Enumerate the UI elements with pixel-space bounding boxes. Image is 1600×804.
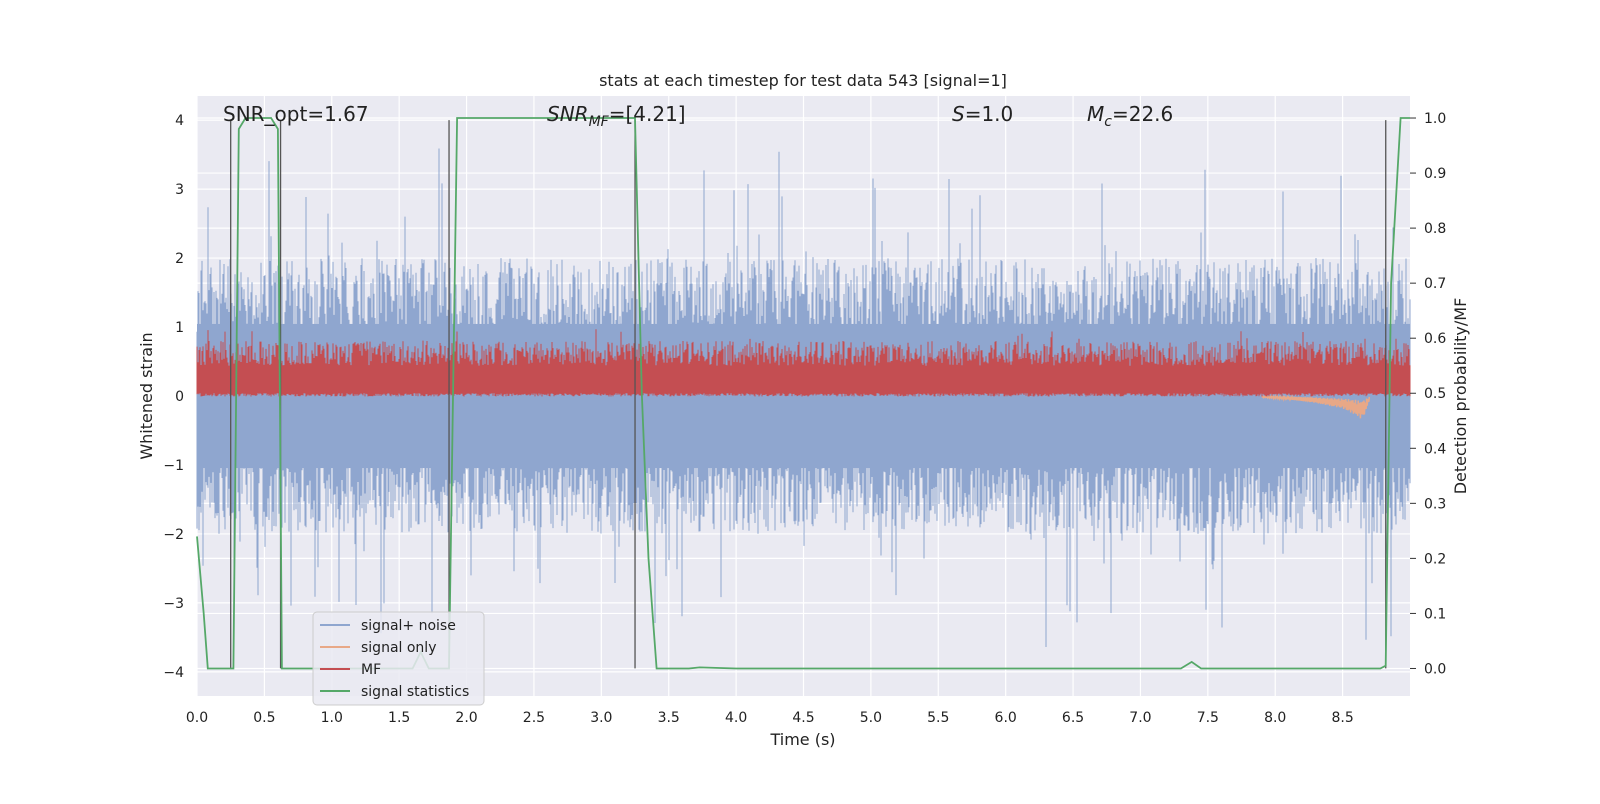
y-tick-label: 3 — [175, 182, 184, 198]
y-tick-label: −1 — [163, 458, 184, 474]
y-right-tick-label: 0.8 — [1424, 221, 1446, 237]
x-tick-label: 4.0 — [725, 710, 747, 726]
y-right-axis-label: Detection probability/MF — [1451, 298, 1470, 495]
x-tick-label: 6.5 — [1062, 710, 1084, 726]
y-tick-label: 0 — [175, 389, 184, 405]
y-tick-label: −4 — [163, 665, 184, 681]
x-tick-label: 3.0 — [590, 710, 612, 726]
y-right-tick-label: 0.3 — [1424, 496, 1446, 512]
mf-trace — [196, 329, 1411, 397]
mf-series — [196, 329, 1411, 397]
y-right-tick-label: 0.6 — [1424, 331, 1446, 347]
signal-statistics-line — [196, 117, 1410, 670]
y-right-tick-label: 0.2 — [1424, 551, 1446, 567]
snr-mf-value: =[4.21] — [609, 102, 686, 126]
snr-mf-annotation: SNRMF=[4.21] — [547, 102, 686, 130]
mc-sub: c — [1104, 114, 1112, 130]
x-tick-label: 0.0 — [186, 710, 208, 726]
y-tick-label: 1 — [175, 320, 184, 336]
x-tick-label: 5.5 — [927, 710, 949, 726]
chart-title: stats at each timestep for test data 543… — [599, 71, 1007, 90]
s-annotation: S=1.0 — [952, 102, 1013, 126]
y-tick-label: −3 — [163, 596, 184, 612]
mc-value: =22.6 — [1112, 102, 1173, 126]
y-right-axis-ticks: 1.0 0.9 0.8 0.7 0.6 0.5 0.4 0.3 0.2 0.1 0.0 — [1410, 111, 1446, 677]
legend: signal+ noise signal only MF signal stat… — [312, 611, 485, 706]
signal-statistics-series — [196, 117, 1410, 670]
x-tick-label: 1.5 — [388, 710, 410, 726]
snr-mf-var: SNR — [547, 102, 589, 126]
signal-only-series — [1261, 394, 1371, 419]
y-right-tick-label: 0.4 — [1424, 441, 1446, 457]
x-tick-label: 4.5 — [792, 710, 814, 726]
mc-var: M — [1087, 102, 1104, 126]
x-tick-label: 5.0 — [860, 710, 882, 726]
y-right-tick-label: 0.0 — [1424, 661, 1446, 677]
snr-mf-sub: MF — [589, 114, 610, 130]
y-right-tick-label: 0.9 — [1424, 166, 1446, 182]
x-tick-label: 6.0 — [995, 710, 1017, 726]
x-tick-label: 2.0 — [455, 710, 477, 726]
y-right-tick-label: 1.0 — [1424, 111, 1446, 127]
y-right-tick-label: 0.1 — [1424, 606, 1446, 622]
legend-label-noise: signal+ noise — [361, 618, 456, 634]
x-tick-label: 1.0 — [321, 710, 343, 726]
x-tick-label: 7.5 — [1197, 710, 1219, 726]
signal-trace — [1261, 394, 1371, 419]
y-right-tick-label: 0.7 — [1424, 276, 1446, 292]
legend-box — [312, 611, 485, 706]
legend-label-stat: signal statistics — [361, 684, 469, 700]
x-tick-label: 7.0 — [1129, 710, 1151, 726]
y-right-tick-label: 0.5 — [1424, 386, 1446, 402]
mc-annotation: Mc=22.6 — [1087, 102, 1173, 130]
s-value: =1.0 — [965, 102, 1014, 126]
x-tick-label: 2.5 — [523, 710, 545, 726]
x-tick-label: 0.5 — [253, 710, 275, 726]
x-tick-label: 3.5 — [658, 710, 680, 726]
s-var: S — [952, 102, 965, 126]
x-axis-ticks: 0.0 0.5 1.0 1.5 2.0 2.5 3.0 3.5 4.0 4.5 5.0 5.5 6.0 6… — [186, 710, 1354, 726]
legend-label-mf: MF — [361, 662, 381, 678]
y-tick-label: 2 — [175, 251, 184, 267]
y-tick-label: 4 — [175, 113, 184, 129]
y-axis-ticks: 4 3 2 1 0 −1 −2 −3 −4 — [163, 113, 184, 681]
y-axis-label: Whitened strain — [137, 332, 156, 459]
y-tick-label: −2 — [163, 527, 184, 543]
x-tick-label: 8.5 — [1331, 710, 1353, 726]
legend-label-signal: signal only — [361, 640, 436, 656]
x-axis-label: Time (s) — [769, 730, 835, 749]
snr-opt-annotation: SNR_opt=1.67 — [223, 102, 369, 126]
x-tick-label: 8.0 — [1264, 710, 1286, 726]
